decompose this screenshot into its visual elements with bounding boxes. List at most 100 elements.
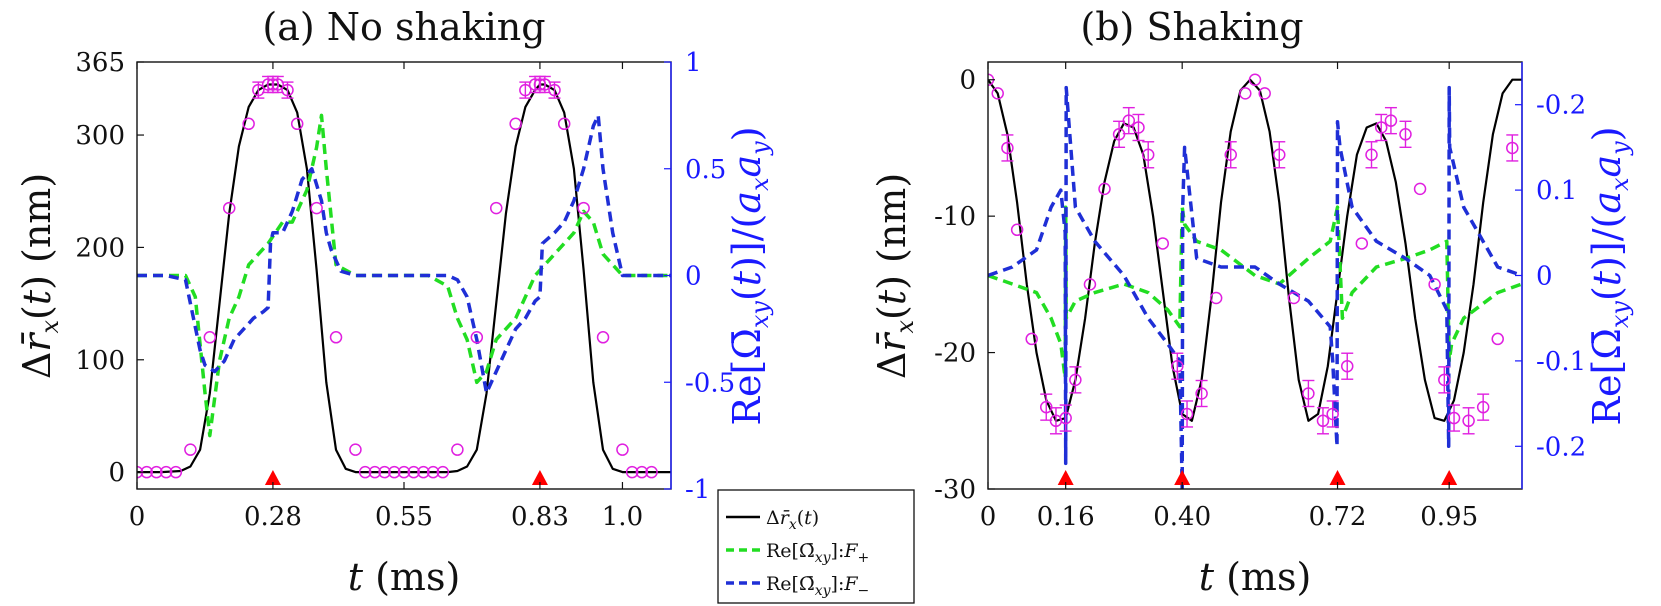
y-tick-label: 300: [75, 121, 125, 151]
series-fp-line: [988, 205, 1522, 380]
data-point: [489, 201, 503, 215]
data-point: [1506, 134, 1519, 162]
panel-b: (b) Shaking 0 0.16 0.40 0.72 0.95 0 -10 -20 -30…: [870, 5, 1634, 599]
data-point: [1316, 407, 1330, 435]
y2-tick-label: -1: [685, 475, 710, 505]
time-marker-triangle: [1174, 470, 1191, 485]
y2-tick-label: 0.5: [685, 155, 726, 185]
panel-a-y-label: Δr̄x(t) (nm): [15, 173, 64, 379]
data-point: [378, 465, 391, 479]
data-point: [184, 443, 197, 456]
data-point: [635, 465, 649, 479]
data-point: [538, 75, 552, 94]
data-point: [1447, 404, 1461, 432]
data-point: [397, 465, 411, 479]
data-point: [358, 465, 372, 479]
y2-tick-label: -0.2: [1536, 432, 1586, 462]
data-point: [169, 465, 183, 479]
data-point: [1059, 404, 1072, 432]
data-point: [1040, 393, 1053, 421]
data-point: [616, 443, 629, 456]
data-point: [417, 465, 430, 479]
y-tick-label: 365: [75, 48, 125, 78]
data-point: [368, 465, 382, 479]
legend: Δr̄x(t) Re[Ω̄xy]:F+ Re[Ω̄xy]:F−: [717, 489, 915, 604]
y2-tick-label: 1: [685, 48, 702, 78]
panel-a-x-label: t (ms): [348, 555, 461, 599]
data-point: [1365, 141, 1378, 169]
panel-a-x-ticks: 0 0.28 0.55 0.83 1.0: [129, 62, 643, 532]
time-marker-triangle: [1441, 470, 1458, 485]
x-tick-label: 0.72: [1309, 502, 1367, 532]
data-point: [1025, 332, 1038, 346]
x-tick-label: 0.95: [1420, 502, 1478, 532]
legend-label-fp: Re[Ω̄xy]:F+: [766, 540, 869, 566]
data-point: [509, 117, 522, 131]
data-point: [548, 81, 561, 99]
data-point: [1326, 400, 1339, 428]
data-point: [426, 465, 440, 479]
data-point: [1491, 332, 1504, 346]
y-tick-label: 100: [75, 346, 125, 376]
y2-tick-label: -0.2: [1536, 91, 1586, 121]
data-point: [242, 117, 255, 131]
data-point: [1171, 352, 1184, 380]
x-tick-label: 0: [980, 502, 997, 532]
x-tick-label: 0.83: [511, 502, 569, 532]
y-tick-label: 0: [108, 458, 125, 488]
data-point: [349, 443, 362, 456]
y-tick-label: 0: [959, 66, 976, 96]
x-tick-label: 0.16: [1037, 502, 1095, 532]
series-fp-line: [137, 113, 671, 438]
data-point: [645, 465, 658, 479]
data-point: [1001, 134, 1014, 162]
data-point: [1374, 113, 1388, 142]
data-point: [329, 331, 343, 344]
panel-b-x-label: t (ms): [1199, 555, 1312, 599]
panel-a-y2-ticks: -1 -0.5 0 0.5 1: [664, 48, 735, 505]
data-point: [1462, 407, 1475, 435]
data-point: [557, 117, 571, 131]
time-marker-triangle: [1057, 470, 1074, 485]
data-point: [1399, 120, 1412, 149]
series-fm-line: [137, 113, 671, 395]
data-point: [203, 331, 217, 344]
data-point: [1180, 400, 1194, 428]
data-point: [222, 201, 236, 215]
time-marker-triangle: [264, 470, 281, 485]
panel-a: (a) No shaking 0 0.28 0.55 0.83 1.0 0 100 200 3…: [15, 5, 774, 599]
data-point: [1258, 87, 1271, 100]
data-point: [1428, 278, 1441, 291]
legend-box: [717, 489, 915, 604]
x-tick-label: 1.0: [602, 502, 643, 532]
panel-b-y-label: Δr̄x(t) (nm): [870, 173, 919, 379]
data-point: [159, 465, 173, 479]
data-point: [388, 465, 401, 479]
data-point: [1273, 141, 1286, 169]
data-point: [150, 465, 163, 479]
panel-b-y2-label: Re[Ω̄xy(t)]/(axay): [1585, 126, 1634, 425]
data-point: [1141, 141, 1155, 169]
data-point: [1248, 73, 1262, 86]
data-point: [1010, 223, 1024, 237]
data-point: [1132, 113, 1145, 142]
y2-tick-label: -0.1: [1536, 347, 1586, 377]
panel-a-title: (a) No shaking: [262, 5, 545, 49]
data-point: [625, 465, 639, 479]
data-point: [1069, 366, 1082, 394]
data-point: [1413, 182, 1427, 196]
data-point: [596, 331, 610, 344]
data-point: [271, 75, 285, 94]
panel-a-y2-label: Re[Ω̄xy(t)]/(axay): [725, 126, 774, 425]
data-point: [1239, 87, 1252, 100]
time-marker-triangle: [1329, 470, 1346, 485]
data-point: [451, 443, 464, 456]
panel-b-y-ticks: 0 -10 -20 -30: [934, 66, 995, 505]
x-tick-label: 0.40: [1153, 502, 1211, 532]
data-point: [1224, 141, 1237, 169]
y-tick-label: 200: [75, 233, 125, 263]
y2-tick-label: 0: [1536, 262, 1553, 292]
y2-tick-label: 0: [685, 262, 702, 292]
data-point: [1340, 352, 1354, 380]
